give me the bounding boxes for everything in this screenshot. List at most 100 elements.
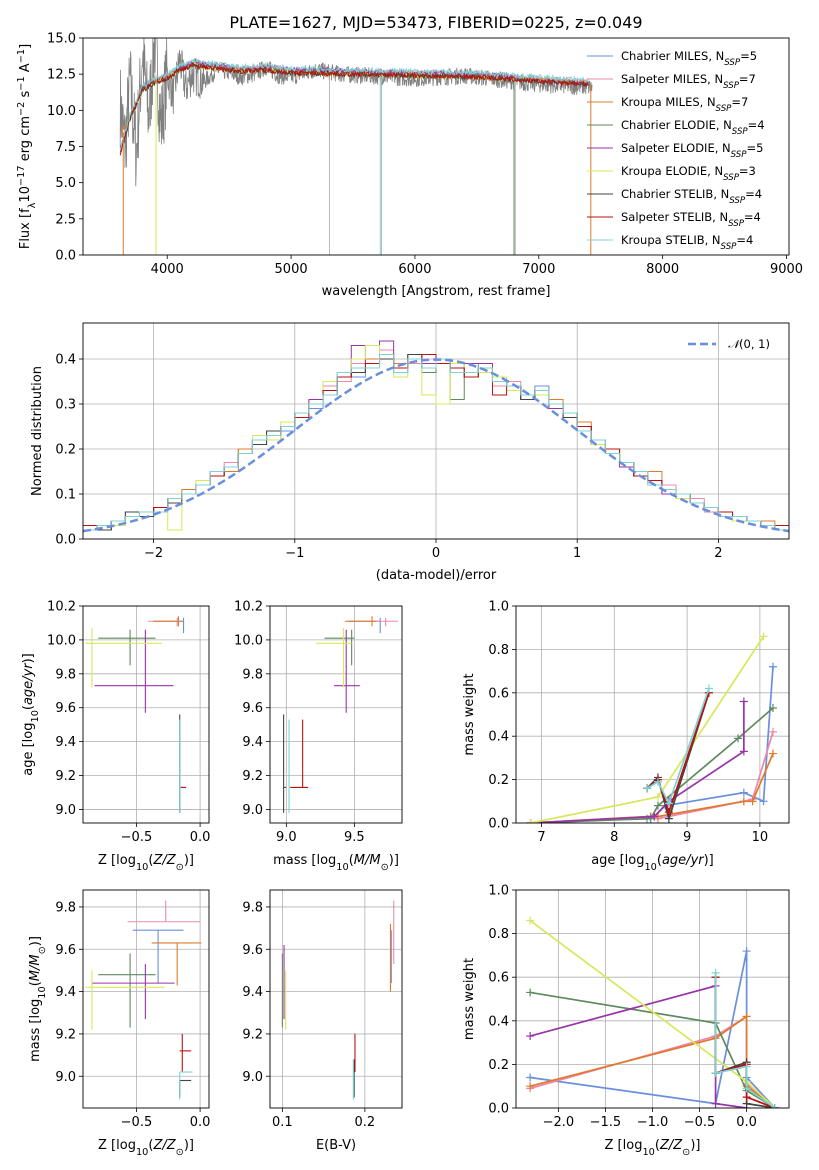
y-tick-label: 10.0: [47, 633, 76, 648]
y-tick-label: 9.8: [242, 900, 263, 915]
x-axis-label: (data-model)/error: [376, 568, 497, 583]
weight-line-1: [530, 731, 774, 823]
weight-marker: [742, 1093, 751, 1102]
y-tick-label: 9.8: [55, 667, 76, 682]
weight-marker: [739, 697, 748, 706]
y-tick-label: 9.0: [55, 1070, 76, 1085]
plot-area: [119, 38, 593, 255]
weight-marker: [734, 734, 743, 743]
plot-area: [281, 900, 395, 1100]
legend-entry: Kroupa STELIB, NSSP=4: [621, 233, 753, 252]
y-tick-label: 9.2: [55, 1027, 76, 1042]
legend-entry: Chabrier MILES, NSSP=5: [621, 49, 757, 68]
y-axis-label: mass weight: [462, 958, 477, 1040]
x-tick-label: 8: [610, 830, 618, 845]
normal-curve-line: [83, 358, 789, 533]
axes-frame: [515, 605, 790, 824]
y-tick-label: 9.2: [242, 1027, 263, 1042]
legend-entry: Kroupa ELODIE, NSSP=3: [621, 164, 756, 183]
weight-marker: [526, 916, 535, 925]
y-tick-label: 1.0: [488, 600, 509, 615]
plot-area: [85, 616, 187, 813]
y-tick-label: 0.4: [488, 1014, 509, 1029]
y-axis-label: mass weight: [462, 673, 477, 755]
x-tick-label: −1.5: [590, 1115, 622, 1130]
weight-marker: [742, 947, 751, 956]
x-tick-label: 0.0: [190, 830, 211, 845]
weight-marker: [653, 777, 662, 786]
panel-weight-vs-metallicity: −2.0 −1.5 −1.0 −0.5 0.0 0.0 0.2 0.4 0.6 0.8 1.0 Z […: [462, 884, 790, 1158]
weight-marker: [759, 632, 768, 641]
legend-entry: Kroupa MILES, NSSP=7: [621, 95, 748, 114]
y-tick-label: 10.0: [234, 633, 263, 648]
y-tick-label: 0.6: [488, 971, 509, 986]
figure-title: PLATE=1627, MJD=53473, FIBERID=0225, z=0…: [229, 13, 642, 32]
x-axis-label: Z [log10(Z/Z⊙)]: [98, 1138, 194, 1158]
data-spectrum-line: [119, 38, 593, 187]
y-tick-label: 0.1: [55, 488, 76, 503]
y-tick-label: 9.6: [55, 943, 76, 958]
x-axis-label: age [log10(age/yr)]: [591, 853, 714, 873]
y-tick-label: 15.0: [47, 32, 76, 47]
model-line-7: [119, 62, 589, 156]
legend: Chabrier MILES, NSSP=5 Salpeter MILES, NS…: [587, 49, 765, 252]
x-tick-label: 9.5: [344, 830, 365, 845]
y-tick-label: 0.4: [488, 730, 509, 745]
y-tick-label: 9.6: [55, 701, 76, 716]
legend-entry: Salpeter STELIB, NSSP=4: [621, 210, 761, 229]
weight-marker: [742, 1084, 751, 1093]
model-line-6: [119, 62, 589, 153]
y-tick-label: 0.0: [55, 249, 76, 264]
weight-marker: [643, 784, 652, 793]
legend: 𝒩(0, 1): [688, 337, 770, 351]
panel-age-vs-metallicity: −0.5 0.0 9.0 9.2 9.4 9.6 9.8 10.0 10.2 Z [log10(Z…: [21, 600, 210, 873]
legend-entry: Chabrier STELIB, NSSP=4: [621, 187, 762, 206]
y-tick-label: 1.0: [488, 884, 509, 899]
axes-frame: [269, 605, 403, 824]
axes-frame: [82, 889, 210, 1109]
weight-marker: [768, 749, 777, 758]
y-tick-label: 10.0: [47, 104, 76, 119]
weight-marker: [739, 797, 748, 806]
weight-marker: [711, 1099, 720, 1108]
x-tick-label: −2.0: [543, 1115, 575, 1130]
x-tick-label: −2: [144, 546, 163, 561]
y-tick-label: 0.4: [55, 353, 76, 368]
y-tick-label: 9.2: [55, 769, 76, 784]
y-tick-label: 9.4: [55, 735, 76, 750]
y-axis-label: Flux [fλ10−17 erg cm−2 s−1 A−1]: [16, 44, 38, 249]
panel-mass-vs-metallicity: −0.5 0.0 9.0 9.2 9.4 9.6 9.8 Z [log10(Z/Z⊙)] mas…: [28, 889, 210, 1158]
x-tick-label: 8000: [646, 262, 679, 277]
y-tick-label: 0.2: [55, 443, 76, 458]
weight-line-2: [530, 753, 774, 823]
y-tick-label: 0.3: [55, 398, 76, 413]
weight-marker: [704, 684, 713, 693]
weight-marker: [526, 1073, 535, 1082]
y-tick-label: 9.0: [55, 803, 76, 818]
weight-marker: [770, 1104, 779, 1108]
x-axis-label: Z [log10(Z/Z⊙)]: [98, 853, 194, 873]
weight-line-8: [646, 688, 710, 806]
weight-marker: [748, 797, 757, 806]
weight-marker: [742, 1062, 751, 1071]
x-tick-label: 0: [432, 546, 440, 561]
weight-marker: [653, 792, 662, 801]
x-tick-label: 2: [714, 546, 722, 561]
plot-area: [526, 916, 779, 1108]
y-axis-label: Normed distribution: [30, 366, 45, 496]
y-tick-label: 0.0: [488, 1102, 509, 1117]
y-axis-label: age [log10(age/yr)]: [21, 653, 41, 776]
y-tick-label: 9.0: [242, 803, 263, 818]
axes-frame: [515, 889, 790, 1109]
x-tick-label: 6000: [398, 262, 431, 277]
weight-marker: [739, 747, 748, 756]
panel-weight-vs-age: 7 8 9 10 0.0 0.2 0.4 0.6 0.8 1.0 age [log10(age/yr…: [462, 600, 790, 873]
x-tick-label: −1.0: [637, 1115, 669, 1130]
weight-marker: [664, 799, 673, 808]
y-tick-label: 9.4: [55, 985, 76, 1000]
weight-marker: [650, 812, 659, 821]
y-tick-label: 5.0: [55, 176, 76, 191]
weight-marker: [653, 801, 662, 810]
panel-age-vs-mass: 9.0 9.5 9.0 9.2 9.4 9.6 9.8 10.0 10.2 mass [log10…: [234, 600, 403, 873]
